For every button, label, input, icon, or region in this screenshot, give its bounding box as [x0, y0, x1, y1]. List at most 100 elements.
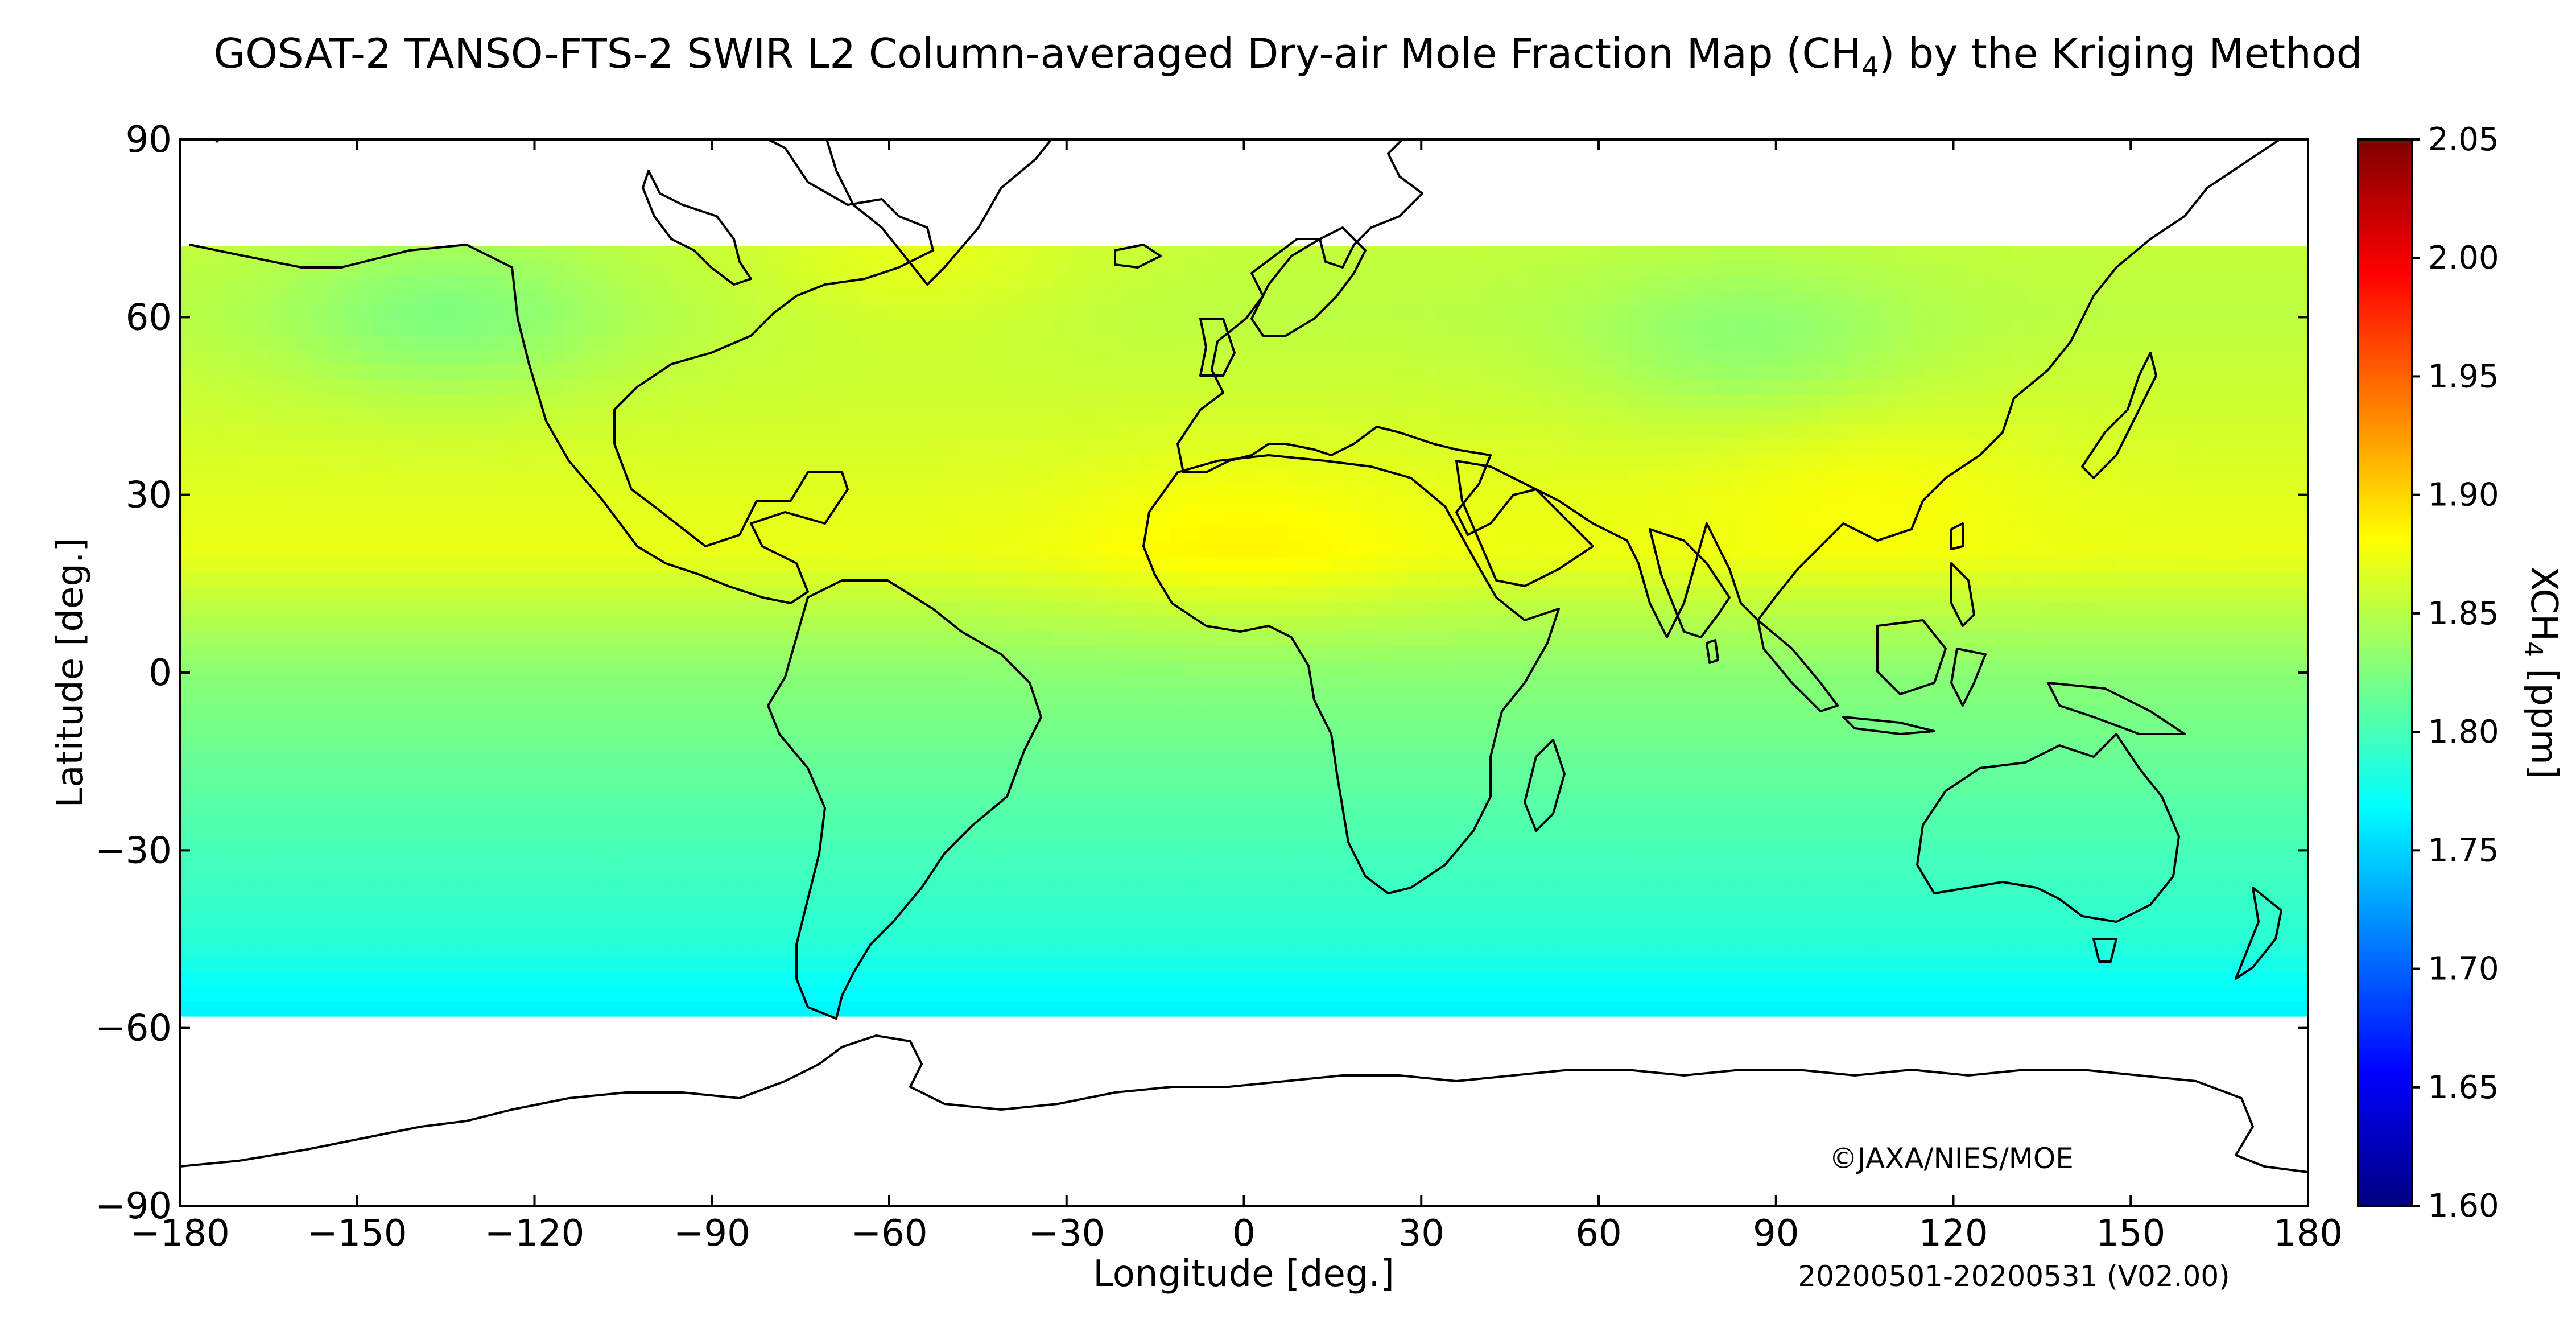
- heatmap-cell: [1273, 675, 1289, 691]
- heatmap-cell: [1584, 557, 1599, 572]
- heatmap-cell: [1731, 690, 1747, 706]
- heatmap-cell: [1923, 705, 1939, 721]
- heatmap-cell: [342, 364, 358, 380]
- heatmap-cell: [195, 587, 210, 602]
- heatmap-cell: [1037, 749, 1052, 765]
- heatmap-cell: [1037, 453, 1052, 469]
- heatmap-cell: [1170, 616, 1186, 632]
- heatmap-cell: [1155, 512, 1171, 528]
- heatmap-cell: [1835, 423, 1851, 439]
- heatmap-cell: [1687, 335, 1703, 351]
- heatmap-cell: [327, 542, 343, 558]
- heatmap-cell: [653, 305, 668, 321]
- heatmap-cell: [1584, 690, 1599, 706]
- heatmap-cell: [1362, 705, 1378, 721]
- heatmap-cell: [1421, 601, 1437, 617]
- heatmap-cell: [1288, 468, 1304, 484]
- heatmap-cell: [1155, 601, 1171, 617]
- heatmap-cell: [1051, 616, 1067, 632]
- heatmap-cell: [2131, 275, 2146, 291]
- heatmap-cell: [667, 320, 683, 336]
- heatmap-cell: [1362, 379, 1378, 395]
- heatmap-cell: [238, 409, 254, 424]
- heatmap-cell: [1480, 305, 1496, 321]
- heatmap-cell: [1007, 423, 1023, 439]
- heatmap-cell: [697, 453, 713, 469]
- heatmap-cell: [416, 616, 432, 632]
- heatmap-cell: [845, 305, 860, 321]
- heatmap-cell: [505, 705, 521, 721]
- heatmap-cell: [2027, 468, 2043, 484]
- heatmap-cell: [593, 453, 609, 469]
- heatmap-cell: [1022, 394, 1038, 410]
- heatmap-cell: [2190, 616, 2205, 632]
- heatmap-cell: [800, 527, 816, 543]
- heatmap-cell: [1377, 483, 1393, 498]
- heatmap-cell: [312, 557, 328, 572]
- heatmap-cell: [1938, 497, 1954, 513]
- heatmap-cell: [948, 305, 964, 321]
- heatmap-cell: [460, 349, 476, 365]
- heatmap-cell: [2101, 527, 2117, 543]
- heatmap-cell: [933, 290, 949, 306]
- heatmap-cell: [1392, 749, 1407, 765]
- heatmap-cell: [1480, 290, 1496, 306]
- heatmap-cell: [800, 261, 816, 277]
- heatmap-cell: [904, 616, 919, 632]
- heatmap-cell: [1584, 631, 1599, 646]
- heatmap-cell: [1096, 527, 1112, 543]
- heatmap-cell: [815, 320, 831, 336]
- heatmap-cell: [2234, 275, 2249, 291]
- heatmap-cell: [653, 690, 668, 706]
- heatmap-cell: [1554, 290, 1570, 306]
- heatmap-cell: [283, 349, 299, 365]
- heatmap-cell: [919, 468, 934, 484]
- heatmap-cell: [992, 616, 1008, 632]
- heatmap-cell: [1051, 587, 1067, 602]
- heatmap-cell: [1687, 438, 1703, 454]
- heatmap-cell: [1554, 468, 1570, 484]
- heatmap-cell: [1421, 379, 1437, 395]
- heatmap-cell: [1066, 305, 1082, 321]
- heatmap-cell: [1820, 512, 1836, 528]
- heatmap-cell: [564, 409, 580, 424]
- heatmap-cell: [889, 483, 905, 498]
- heatmap-cell: [1510, 735, 1525, 751]
- heatmap-cell: [1909, 423, 1925, 439]
- heatmap-cell: [1214, 423, 1230, 439]
- heatmap-cell: [2219, 394, 2235, 410]
- heatmap-cell: [697, 305, 713, 321]
- heatmap-cell: [460, 646, 476, 661]
- heatmap-cell: [2205, 468, 2220, 484]
- heatmap-cell: [445, 246, 461, 262]
- heatmap-cell: [1569, 483, 1584, 498]
- heatmap-cell: [2278, 409, 2294, 424]
- heatmap-cell: [1421, 305, 1437, 321]
- heatmap-cell: [1539, 349, 1555, 365]
- heatmap-cell: [2071, 453, 2087, 469]
- heatmap-cell: [283, 275, 299, 291]
- heatmap-cell: [1554, 364, 1570, 380]
- heatmap-cell: [2057, 720, 2073, 736]
- heatmap-cell: [2234, 320, 2249, 336]
- heatmap-cell: [1657, 646, 1673, 661]
- heatmap-cell: [1657, 690, 1673, 706]
- heatmap-cell: [357, 675, 373, 691]
- heatmap-cell: [2175, 261, 2190, 277]
- heatmap-cell: [948, 690, 964, 706]
- heatmap-cell: [1111, 616, 1126, 632]
- heatmap-cell: [327, 483, 343, 498]
- heatmap-cell: [386, 587, 402, 602]
- heatmap-cell: [2249, 246, 2264, 262]
- heatmap-cell: [1096, 646, 1112, 661]
- heatmap-cell: [1525, 527, 1540, 543]
- heatmap-cell: [1968, 364, 1984, 380]
- heatmap-cell: [1436, 275, 1451, 291]
- heatmap-cell: [1554, 275, 1570, 291]
- heatmap-cell: [1968, 335, 1984, 351]
- heatmap-cell: [2278, 720, 2294, 736]
- heatmap-cell: [2249, 349, 2264, 365]
- heatmap-cell: [1051, 720, 1067, 736]
- heatmap-cell: [1776, 720, 1791, 736]
- heatmap-cell: [1894, 646, 1910, 661]
